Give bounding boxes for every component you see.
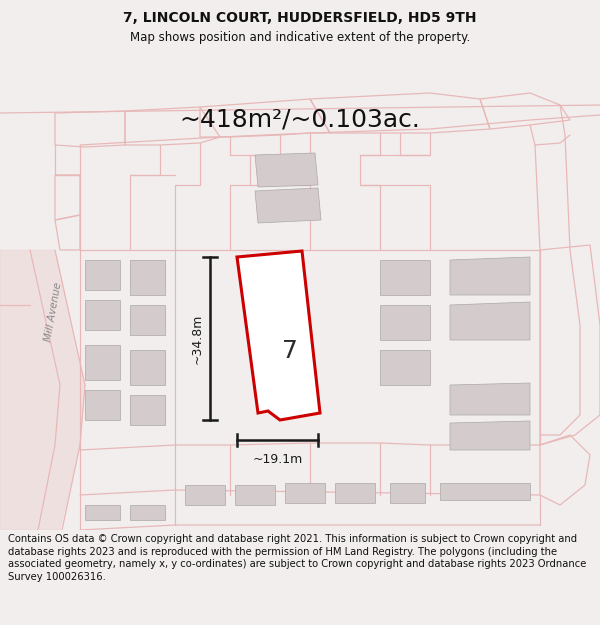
Polygon shape <box>130 260 165 295</box>
Polygon shape <box>85 260 120 290</box>
Polygon shape <box>380 305 430 340</box>
Polygon shape <box>255 153 318 187</box>
Polygon shape <box>85 300 120 330</box>
Polygon shape <box>335 483 375 503</box>
Polygon shape <box>450 257 530 295</box>
Polygon shape <box>390 483 425 503</box>
Polygon shape <box>450 302 530 340</box>
Text: 7: 7 <box>281 339 298 363</box>
Polygon shape <box>380 350 430 385</box>
Polygon shape <box>130 305 165 335</box>
Text: ~34.8m: ~34.8m <box>190 313 203 364</box>
Text: ~418m²/~0.103ac.: ~418m²/~0.103ac. <box>179 107 421 131</box>
Polygon shape <box>130 350 165 385</box>
Polygon shape <box>450 383 530 415</box>
Polygon shape <box>380 260 430 295</box>
Text: Map shows position and indicative extent of the property.: Map shows position and indicative extent… <box>130 31 470 44</box>
Text: Contains OS data © Crown copyright and database right 2021. This information is : Contains OS data © Crown copyright and d… <box>8 534 586 582</box>
Polygon shape <box>285 483 325 503</box>
Polygon shape <box>235 485 275 505</box>
Polygon shape <box>255 188 321 223</box>
Polygon shape <box>0 250 85 530</box>
Polygon shape <box>450 421 530 450</box>
Text: ~19.1m: ~19.1m <box>253 453 302 466</box>
Polygon shape <box>440 483 530 500</box>
Polygon shape <box>85 390 120 420</box>
Polygon shape <box>85 345 120 380</box>
Polygon shape <box>185 485 225 505</box>
Polygon shape <box>130 505 165 520</box>
Text: 7, LINCOLN COURT, HUDDERSFIELD, HD5 9TH: 7, LINCOLN COURT, HUDDERSFIELD, HD5 9TH <box>123 11 477 25</box>
Polygon shape <box>85 505 120 520</box>
Text: Mill Avenue: Mill Avenue <box>43 281 63 342</box>
Polygon shape <box>130 395 165 425</box>
Polygon shape <box>237 251 320 420</box>
